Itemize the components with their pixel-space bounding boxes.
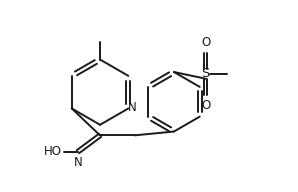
Text: O: O: [201, 99, 210, 112]
Text: N: N: [127, 101, 136, 114]
Text: N: N: [74, 156, 82, 169]
Text: O: O: [201, 36, 210, 49]
Text: S: S: [201, 67, 210, 80]
Text: HO: HO: [44, 145, 62, 158]
